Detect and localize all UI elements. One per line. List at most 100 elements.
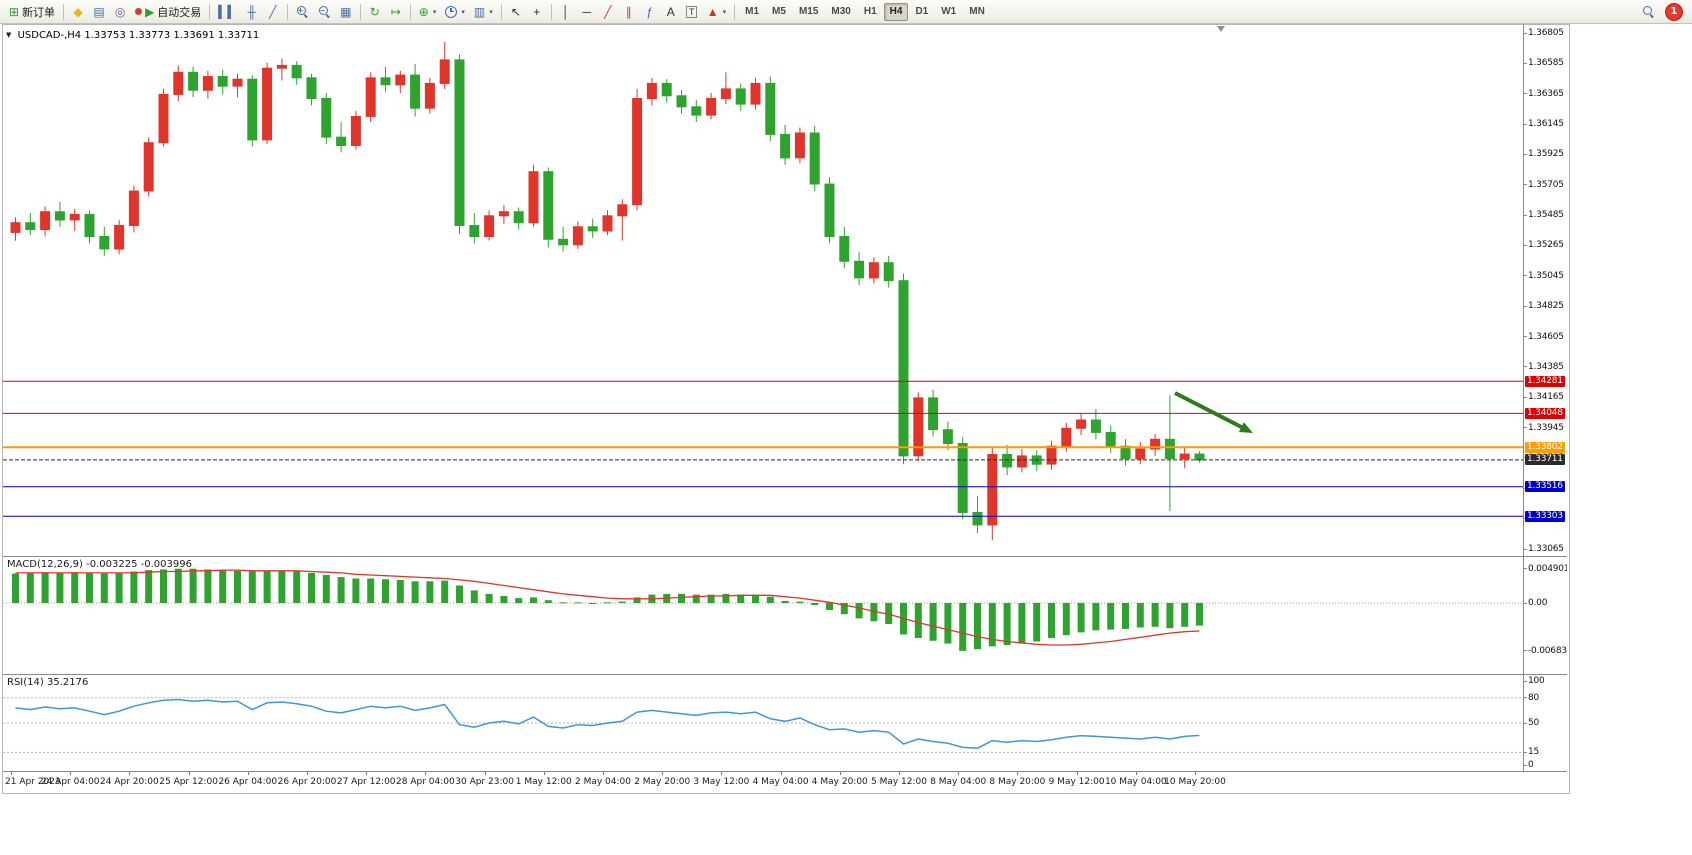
collapse-arrow-icon[interactable]: ▼ [6,31,12,39]
time-axis-tick [899,772,900,775]
rsi-axis-label: 80 [1528,692,1540,703]
timeframe-d1-button[interactable]: D1 [909,3,934,21]
zoom-out-icon: − [318,5,331,18]
line-chart-button[interactable]: ╱ [263,2,283,22]
timeframe-m15-button[interactable]: M15 [793,3,824,21]
chart-shift-marker[interactable] [1217,26,1225,32]
vertical-line-button[interactable]: │ [556,2,576,22]
metaeditor-icon: ◆ [73,4,83,19]
price-pane[interactable]: ▼ USDCAD-,H4 1.33753 1.33773 1.33691 1.3… [3,25,1567,557]
price-axis-tick [1524,62,1527,64]
trend-arrow-head [1238,422,1253,433]
time-axis[interactable]: 21 Apr 2023 24 Apr 04:00 24 Apr 20:00 25 Ap… [3,772,1567,792]
search-icon [1642,5,1655,18]
templates-button[interactable]: ▥ ▾ [470,2,497,22]
timeframe-m1-button[interactable]: M1 [739,3,765,21]
timeframe-h4-button[interactable]: H4 [883,2,909,21]
bar-chart-button[interactable]: ▍▍ [214,2,240,22]
search-button[interactable] [1638,2,1659,22]
candlesticks[interactable] [10,42,1205,540]
price-badge-1.33516: 1.33516 [1525,481,1565,493]
price-axis-tick [1524,275,1527,277]
rsi-chart-surface[interactable] [3,675,1523,771]
time-label: 26 Apr 20:00 [277,777,337,787]
trend-arrow[interactable] [1174,391,1246,431]
cursor-button[interactable]: ↖ [506,2,526,22]
navigator-button[interactable]: ◎ [110,2,130,22]
chevron-down-icon: ▾ [432,8,437,16]
macd-axis-label: 0.00 [1528,598,1548,608]
price-badge-1.34048: 1.34048 [1525,407,1565,419]
price-axis-label: 1.34605 [1528,331,1564,342]
time-axis-tick [839,772,841,775]
horizontal-line-button[interactable]: ─ [577,2,597,22]
fibonacci-button[interactable]: ƒ [640,2,660,22]
price-axis-label: 1.34385 [1528,361,1564,372]
zoom-out-button[interactable]: − [314,2,335,22]
macd-histogram[interactable] [12,568,1203,651]
crosshair-button[interactable]: + [527,2,547,22]
timeframe-h1-button[interactable]: H1 [858,3,883,21]
new-order-button[interactable]: ⊞ 新订单 [5,2,59,22]
channel-button[interactable]: ∥ [619,2,639,22]
label-button[interactable]: T [682,2,702,22]
timeframe-m5-button[interactable]: M5 [766,3,792,21]
time-label: 10 May 04:00 [1104,777,1167,787]
chevron-down-icon: ▾ [722,8,727,16]
rsi-axis-tick [1524,680,1527,682]
time-label: 10 May 20:00 [1164,777,1226,787]
market-watch-button[interactable]: ▤ [89,2,109,22]
macd-chart-surface[interactable] [3,557,1523,674]
timeframe-mn-button[interactable]: MN [963,3,991,21]
price-axis[interactable]: 1.36805 1.36585 1.36365 1.36145 1.35925 1.357… [1523,25,1567,556]
autotrading-label: 自动交易 [157,6,202,19]
rsi-axis[interactable]: 100 80 50 15 0 [1523,675,1567,771]
toolbar-separator [500,3,502,20]
zoom-in-icon: + [296,5,309,18]
price-axis-label: 1.33945 [1528,422,1564,433]
macd-signal-line[interactable] [15,569,1200,646]
time-axis-tick [1135,772,1137,775]
time-axis-tick [1076,772,1078,775]
notification-badge[interactable]: 1 [1665,2,1683,21]
candlestick-chart-button[interactable]: ╫ [242,2,262,22]
chart-shift-button[interactable]: ↦ [386,2,406,22]
toolbar-separator [734,3,736,20]
rsi-line[interactable] [15,698,1200,749]
periods-button[interactable]: ▾ [441,2,469,22]
macd-axis-label: 0.004901 [1528,563,1567,574]
price-axis-label: 1.36365 [1528,88,1564,99]
label-icon: T [685,5,698,18]
time-label: 2 May 04:00 [575,777,631,787]
time-axis-tick [721,772,723,775]
chart-window: ▼ USDCAD-,H4 1.33753 1.33773 1.33691 1.3… [2,24,1570,794]
macd-axis[interactable]: 0.004901 0.00 -0.006838 [1523,557,1567,674]
zoom-in-button[interactable]: + [292,2,313,22]
timeframe-m30-button[interactable]: M30 [825,3,856,21]
text-button[interactable]: A [661,2,681,22]
trendline-button[interactable]: ╱ [598,2,618,22]
time-label: 3 May 12:00 [693,777,750,787]
time-axis-tick [543,772,545,775]
time-axis-tick [129,772,131,775]
time-label: 24 Apr 20:00 [100,777,159,787]
macd-axis-tick [1524,568,1527,570]
price-chart-surface[interactable] [3,25,1523,556]
macd-axis-tick [1524,602,1527,604]
timeframe-w1-button[interactable]: W1 [935,3,962,21]
indicators-button[interactable]: ⊕ ▾ [415,2,441,22]
shapes-button[interactable]: ▲ ▾ [703,2,730,22]
navigator-icon: ◎ [114,4,126,19]
new-order-icon: ⊞ [9,4,20,19]
auto-scroll-button[interactable]: ↻ [365,2,385,22]
rsi-pane[interactable]: RSI(14) 35.2176 100 80 50 15 0 [3,675,1567,772]
time-axis-tick [484,772,486,775]
price-badge-1.33711: 1.33711 [1525,454,1565,466]
macd-pane[interactable]: MACD(12,26,9) -0.003225 -0.003996 0.0049… [3,557,1567,675]
price-axis-tick [1524,548,1527,550]
price-axis-tick [1524,93,1527,95]
tile-windows-button[interactable]: ▦ [336,2,356,22]
metaeditor-button[interactable]: ◆ [68,2,88,22]
time-axis-tick [662,772,664,775]
autotrading-button[interactable]: ▶ 自动交易 [131,2,205,22]
